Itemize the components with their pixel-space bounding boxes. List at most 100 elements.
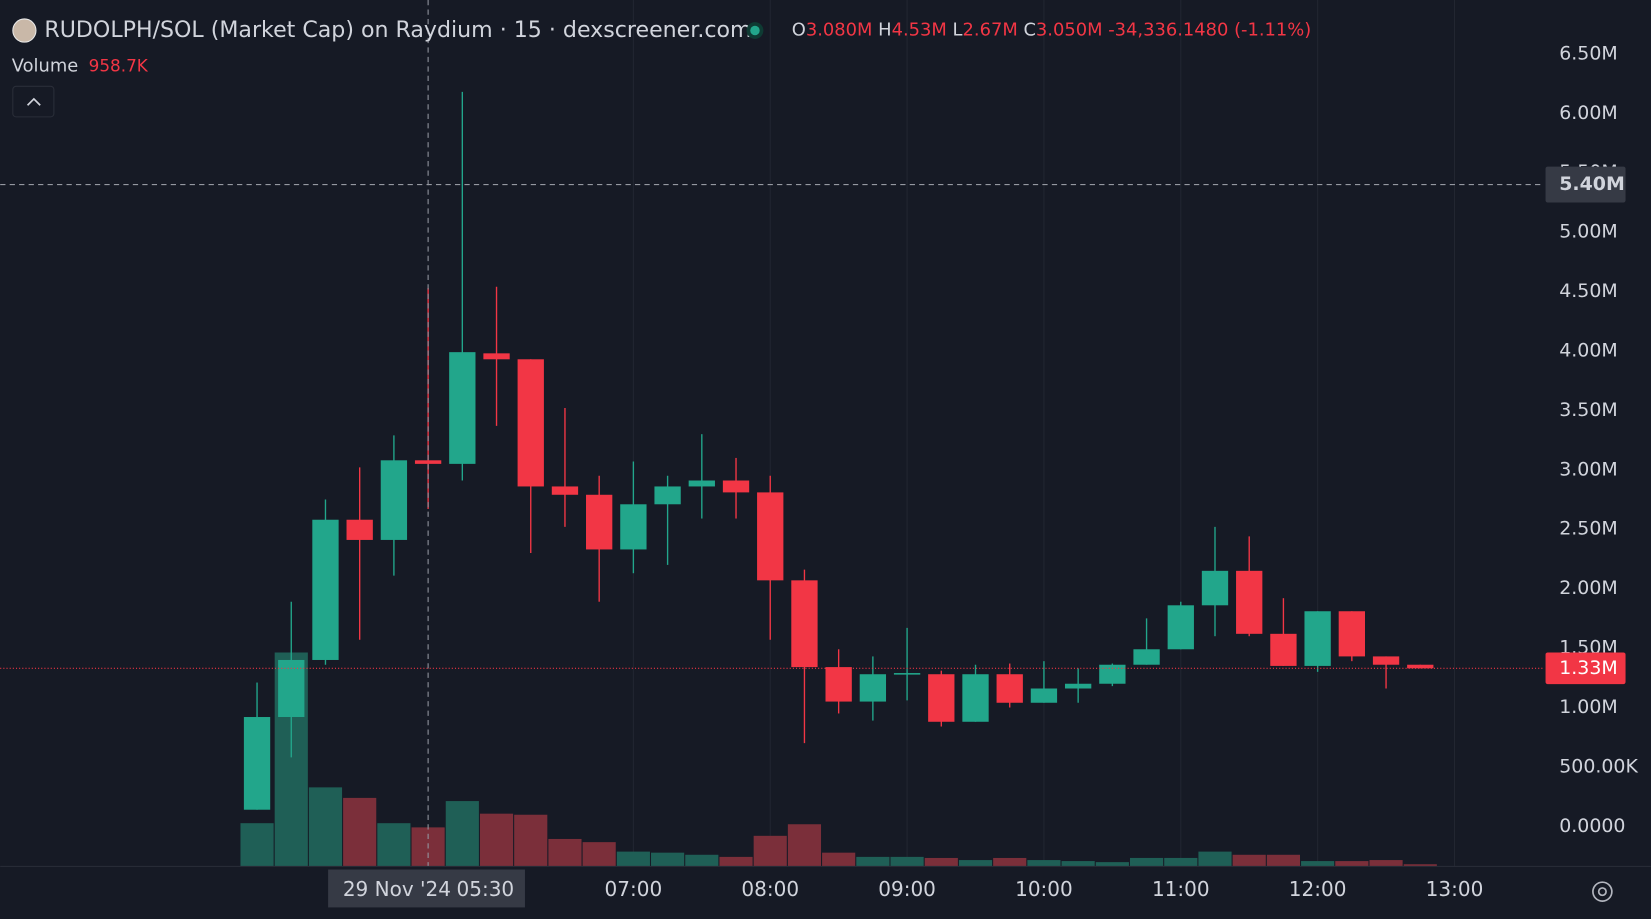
last-price-box (1545, 652, 1626, 685)
volume-bar (890, 856, 924, 867)
crosshair-date: 29 Nov '24 (343, 877, 451, 901)
legend-value: 4.53M (892, 20, 947, 41)
x-tick-label: 10:00 (1015, 877, 1073, 901)
candle-body (722, 480, 750, 493)
chart-title: RUDOLPH/SOL (Market Cap) on Raydium · 15… (44, 17, 751, 43)
crosshair-time: 05:30 (457, 877, 515, 901)
volume-bar (377, 823, 411, 867)
volume-bar (1027, 860, 1061, 867)
candle-body (825, 667, 852, 702)
y-tick-label: 5.00M (1559, 221, 1618, 243)
candle-body (928, 674, 955, 722)
volume-value: 958.7K (89, 55, 149, 75)
candle-body (243, 717, 271, 810)
candle-body (517, 359, 544, 487)
volume-bar (1403, 864, 1437, 867)
x-tick-label: 12:00 (1289, 877, 1347, 901)
x-tick-label: 07:00 (605, 877, 663, 901)
volume-bar (719, 856, 753, 867)
settings-icon[interactable] (1592, 881, 1613, 902)
candle-body (278, 659, 305, 718)
x-tick-label: 11:00 (1152, 877, 1210, 901)
collapse-chevron (26, 97, 41, 106)
legend-value: 2.67M (963, 20, 1018, 41)
last-price-label: 1.33M (1559, 657, 1618, 679)
volume-bar (1266, 854, 1301, 867)
legend-change: -34,336.1480 (-1.11%) (1108, 20, 1311, 41)
candle-body (551, 486, 579, 495)
volume-bar (993, 857, 1027, 867)
crosshair-price-label: 5.40M (1559, 173, 1625, 195)
legend-key: H (878, 20, 891, 41)
y-tick-label: 4.50M (1559, 280, 1618, 302)
y-tick-label: 6.00M (1559, 102, 1618, 124)
legend-key: C (1023, 20, 1035, 41)
volume-bar (548, 838, 582, 867)
volume-bar (479, 813, 514, 867)
candle-body (1099, 664, 1126, 684)
candle-body (1407, 664, 1434, 669)
candle-body (1236, 570, 1263, 634)
candle-body (380, 460, 408, 540)
crosshair-time-box (328, 869, 525, 908)
candle-body (757, 492, 784, 581)
x-tick-label: 08:00 (741, 877, 799, 901)
volume-bar (924, 857, 958, 867)
settings-gear-center (1597, 887, 1607, 897)
candle-body (893, 673, 921, 675)
volume-bar (240, 823, 274, 867)
candle-body (312, 519, 339, 660)
volume-bar (1369, 860, 1403, 867)
volume-bar (1198, 851, 1232, 867)
y-tick-label: 0.0000 (1559, 815, 1625, 837)
y-tick-label: 2.50M (1559, 518, 1618, 540)
candle-body (586, 494, 613, 550)
volume-bar (1095, 862, 1129, 867)
volume-bar (856, 856, 890, 867)
volume-bar (1335, 861, 1369, 867)
status-dot (750, 25, 760, 36)
volume-bar (685, 854, 719, 867)
y-tick-label: 500.00K (1559, 755, 1638, 777)
y-tick-label: 2.00M (1559, 577, 1618, 599)
candle-body (1167, 605, 1194, 650)
y-tick-label: 3.50M (1559, 399, 1618, 421)
candle-body (1133, 649, 1160, 665)
candle-body (449, 352, 476, 464)
candle-body (1304, 611, 1331, 666)
volume-bar (582, 842, 616, 867)
candle-body (996, 674, 1023, 703)
volume-bar (753, 835, 787, 867)
volume-bar (1129, 857, 1164, 867)
volume-bar (1232, 854, 1266, 867)
volume-bar (822, 852, 856, 867)
legend-key: L (953, 20, 963, 41)
candle-body (414, 460, 442, 464)
candle-body (654, 486, 681, 505)
y-tick-label: 1.00M (1559, 696, 1618, 718)
candle-body (1201, 570, 1229, 606)
candle-body (1338, 611, 1366, 657)
ohlc-legend: O3.080M H4.53M L2.67M C3.050M -34,336.14… (792, 20, 1311, 41)
legend-value: 3.050M (1036, 20, 1103, 41)
collapse-button[interactable] (12, 85, 55, 118)
x-tick-label: 09:00 (878, 877, 936, 901)
volume-bar (958, 860, 993, 867)
crosshair-price-box (1545, 166, 1626, 203)
candle-body (859, 674, 887, 702)
volume-bar (651, 852, 685, 867)
volume-bar (1301, 861, 1335, 867)
legend-value: 3.080M (806, 20, 873, 41)
volume-bar (1061, 861, 1095, 867)
volume-title: Volume (12, 55, 78, 76)
candle-body (962, 674, 989, 722)
volume-bar (343, 797, 377, 867)
x-tick-label: 13:00 (1426, 877, 1484, 901)
volume-bar (308, 787, 343, 867)
y-tick-label: 4.00M (1559, 339, 1618, 361)
candle-body (483, 353, 510, 360)
legend-key: O (792, 20, 806, 41)
candle-body (1372, 656, 1400, 665)
y-tick-label: 6.50M (1559, 42, 1618, 64)
